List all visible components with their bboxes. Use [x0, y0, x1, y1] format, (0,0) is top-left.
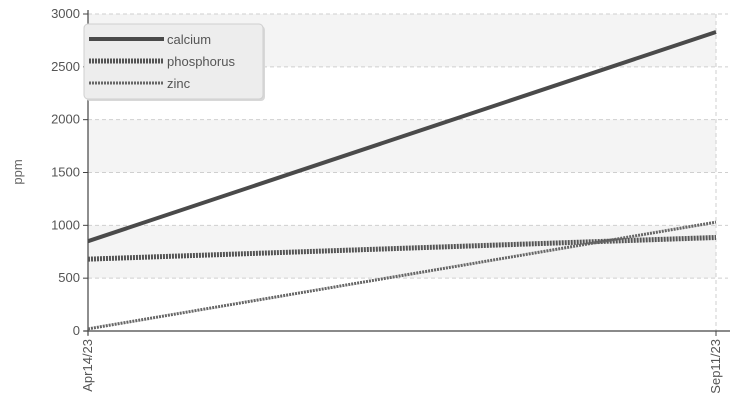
- y-tick-label: 0: [73, 323, 80, 338]
- legend-label-calcium[interactable]: calcium: [167, 32, 211, 47]
- y-tick-label: 1000: [51, 217, 80, 232]
- series-line-zinc: [87, 220, 717, 331]
- y-tick-label: 2000: [51, 112, 80, 127]
- legend-box: [83, 23, 264, 100]
- y-axis-label: ppm: [10, 159, 25, 184]
- series-lines: [87, 30, 717, 331]
- y-tick-labels: 0 500 1000 1500 2000 2500 3000: [51, 6, 80, 338]
- y-tick-label: 2500: [51, 59, 80, 74]
- x-tick-label: Sep11/23: [708, 339, 723, 394]
- legend-label-zinc[interactable]: zinc: [167, 76, 191, 91]
- legend[interactable]: calcium phosphorus zinc: [83, 23, 265, 101]
- x-tick-label: Apr14/23: [80, 339, 95, 392]
- y-tick-label: 1500: [51, 165, 80, 180]
- y-tick-label: 3000: [51, 6, 80, 21]
- x-tick-labels: Apr14/23 Sep11/23: [80, 339, 723, 394]
- y-tick-label: 500: [58, 270, 80, 285]
- legend-label-phosphorus[interactable]: phosphorus: [167, 54, 235, 69]
- series-line-phosphorus: [87, 234, 717, 262]
- plot-band: [88, 225, 716, 279]
- series-line-calcium: [87, 30, 717, 244]
- plot-band: [88, 119, 716, 173]
- plot-bands: [88, 14, 716, 279]
